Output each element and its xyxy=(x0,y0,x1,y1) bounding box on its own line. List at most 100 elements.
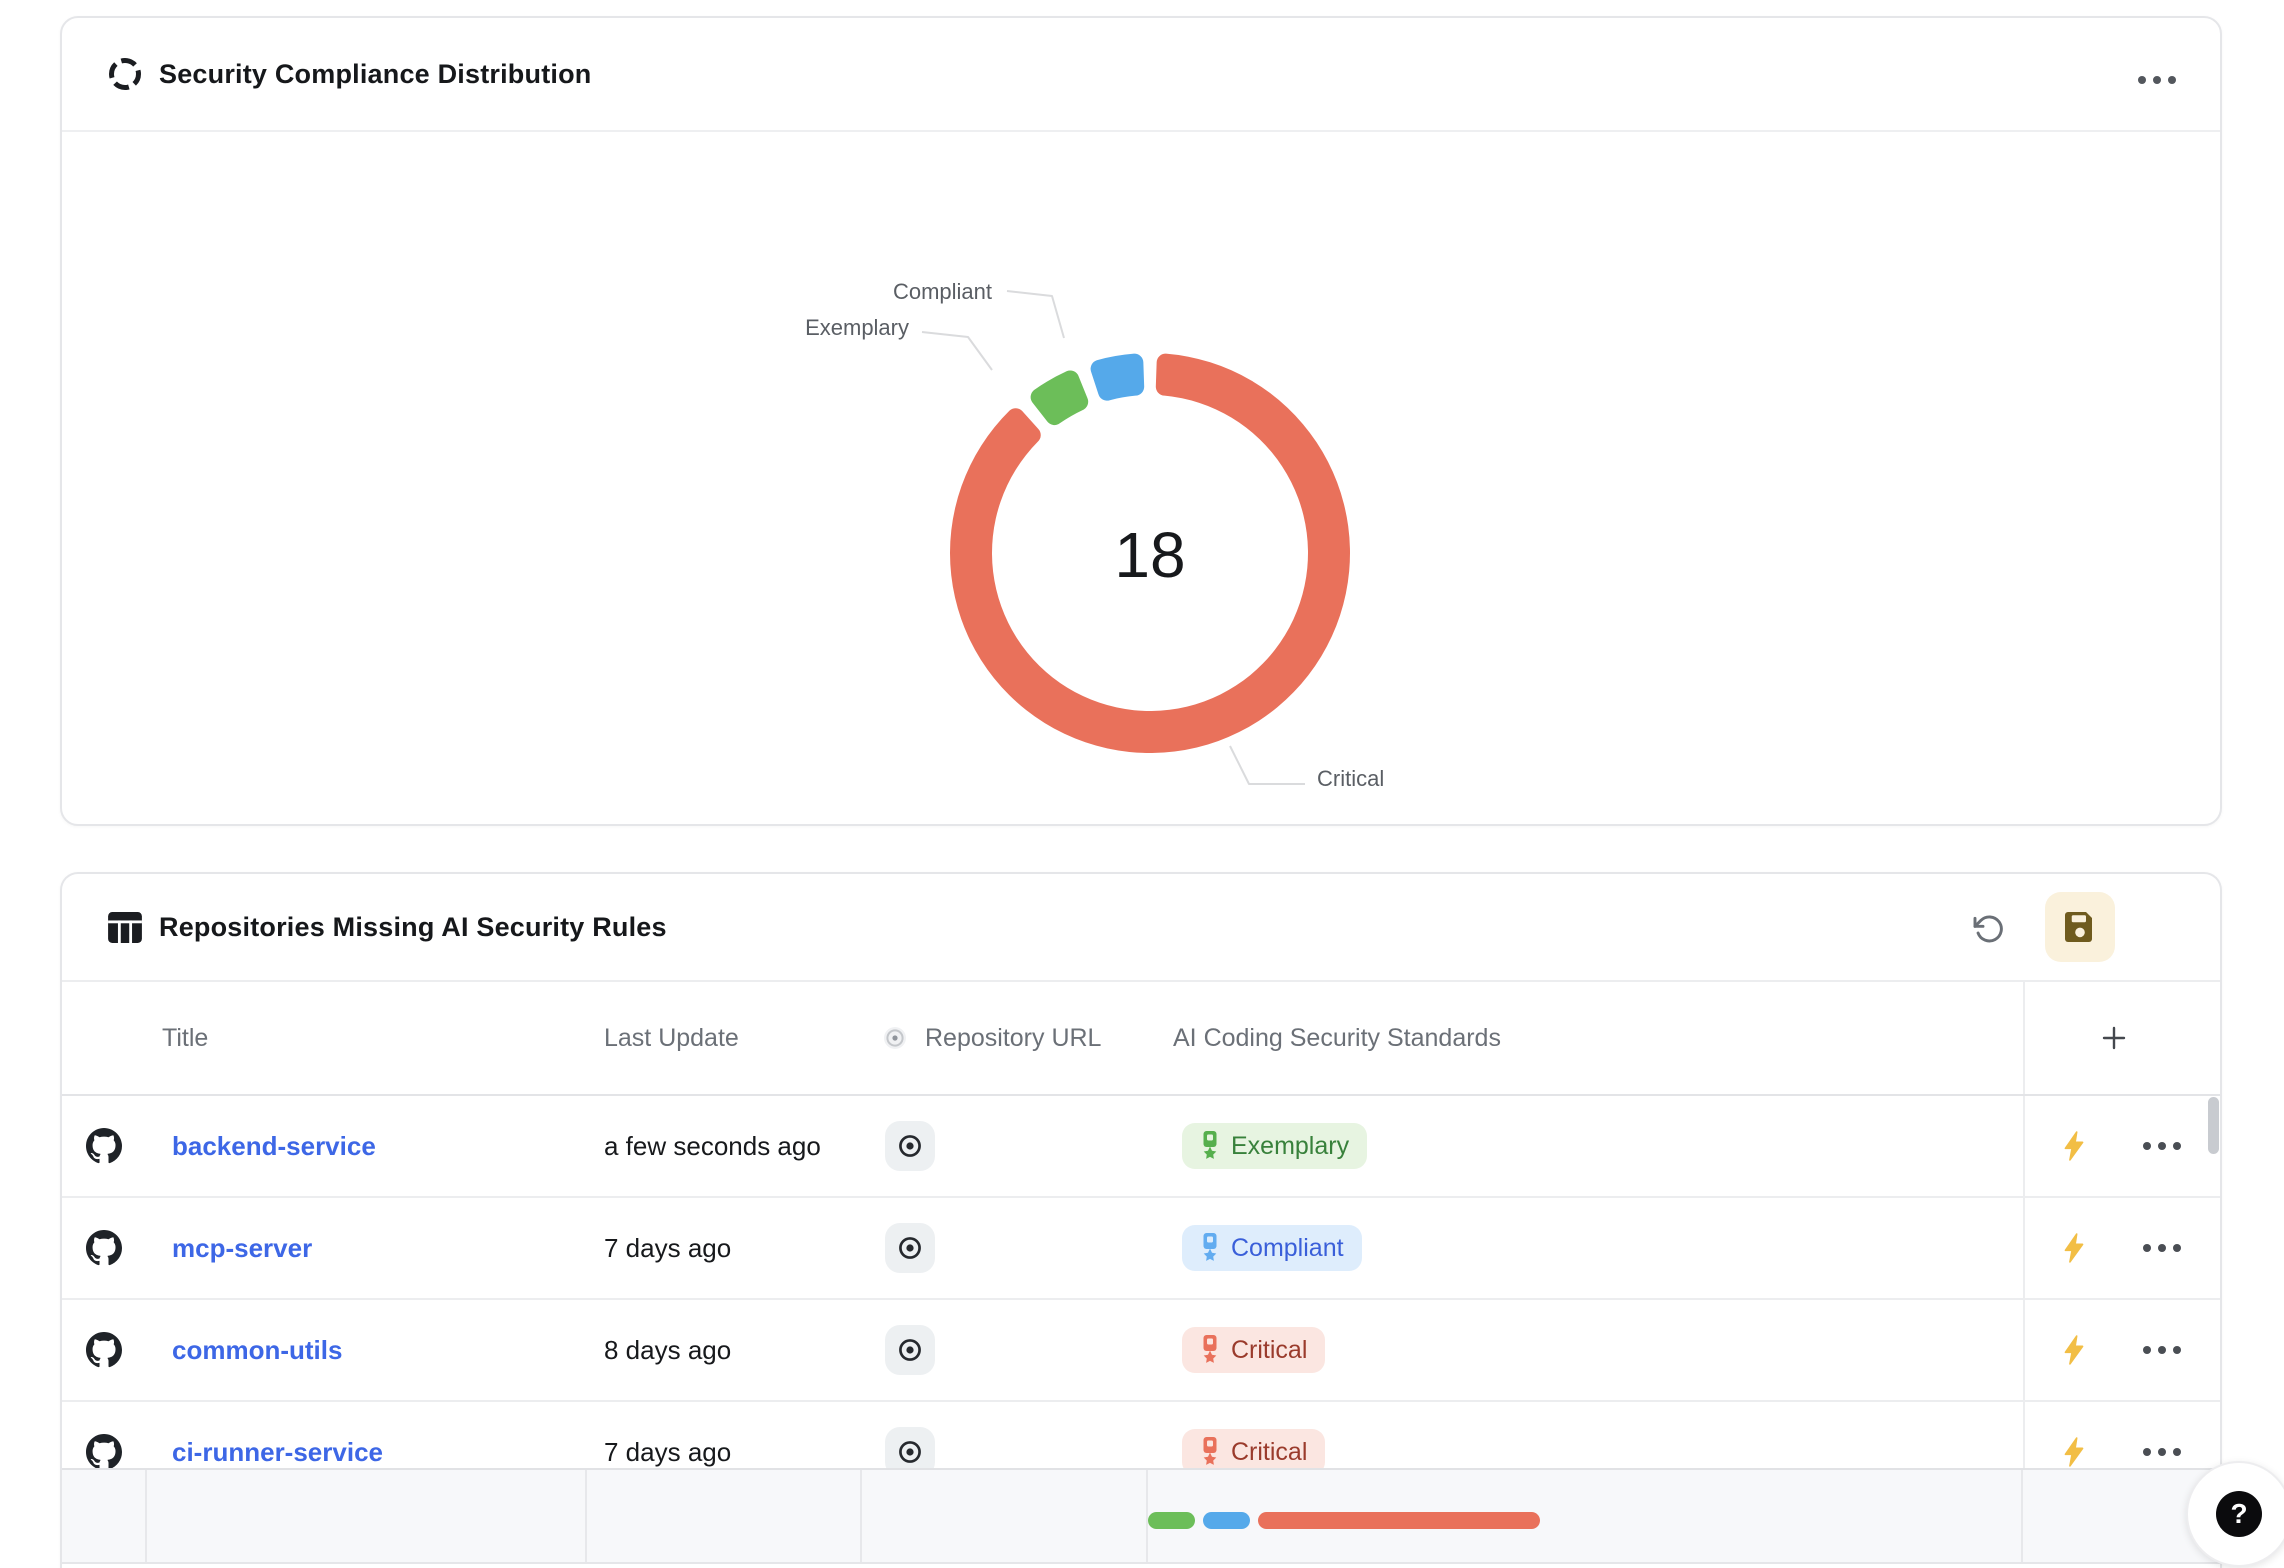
repositories-card-header: Repositories Missing AI Security Rules xyxy=(62,874,2220,982)
table-body: backend-service a few seconds ago Exempl… xyxy=(62,1096,2220,1472)
repositories-card: Repositories Missing AI Security Rules T… xyxy=(60,872,2222,1568)
row-repo-url-cell xyxy=(860,1121,1150,1171)
callout-critical: Critical xyxy=(1317,766,1385,791)
row-menu-button[interactable] xyxy=(2137,1238,2187,1258)
undo-button[interactable] xyxy=(1967,907,2011,951)
repo-link[interactable]: common-utils xyxy=(172,1334,343,1365)
row-actions-cell xyxy=(2023,1096,2220,1196)
lightning-action-button[interactable] xyxy=(2061,1131,2087,1161)
footer-divider xyxy=(585,1470,587,1562)
medal-icon xyxy=(1203,1233,1217,1261)
repo-link[interactable]: backend-service xyxy=(172,1130,376,1161)
table-row: ci-runner-service 7 days ago Critical xyxy=(62,1402,2220,1472)
row-standards-cell: Critical xyxy=(1150,1429,2023,1472)
dot-circle-icon xyxy=(899,1237,921,1259)
standard-badge[interactable]: Exemplary xyxy=(1182,1123,1368,1169)
last-update-text: a few seconds ago xyxy=(604,1130,821,1161)
row-source-cell xyxy=(62,1332,145,1368)
undo-icon xyxy=(1973,915,2003,943)
standard-badge[interactable]: Critical xyxy=(1182,1327,1326,1373)
lightning-icon xyxy=(2064,1131,2084,1161)
footer-divider xyxy=(145,1470,147,1562)
callout-lines xyxy=(921,290,1305,785)
question-mark-icon: ? xyxy=(2216,1491,2262,1537)
help-button[interactable]: ? xyxy=(2186,1461,2284,1567)
row-source-cell xyxy=(62,1128,145,1164)
footer-divider xyxy=(860,1470,862,1562)
callout-line-compliant xyxy=(1006,290,1065,339)
row-actions-cell xyxy=(2023,1300,2220,1400)
repo-link[interactable]: mcp-server xyxy=(172,1232,313,1263)
compliance-card: Security Compliance Distribution 18 Comp… xyxy=(60,16,2222,921)
standard-badge[interactable]: Critical xyxy=(1182,1429,1326,1472)
column-header-repo-url[interactable]: Repository URL xyxy=(860,982,1150,1094)
repository-url-button[interactable] xyxy=(885,1223,935,1273)
row-last-update-cell: 7 days ago xyxy=(585,1437,860,1468)
github-icon xyxy=(85,1128,122,1164)
repo-link[interactable]: ci-runner-service xyxy=(172,1436,383,1467)
table-scrollbar-thumb[interactable] xyxy=(2208,1097,2219,1154)
last-update-text: 7 days ago xyxy=(604,1232,732,1263)
footer-divider xyxy=(1146,1470,1148,1562)
standard-badge[interactable]: Compliant xyxy=(1182,1225,1362,1271)
callout-exemplary: Exemplary xyxy=(805,315,909,340)
card-more-options-button[interactable] xyxy=(2130,68,2184,92)
standard-badge-label: Critical xyxy=(1231,1335,1308,1364)
row-source-cell xyxy=(62,1434,145,1470)
row-last-update-cell: 7 days ago xyxy=(585,1233,860,1264)
donut-center-value: 18 xyxy=(1114,519,1186,591)
row-repo-url-cell xyxy=(860,1325,1150,1375)
row-menu-button[interactable] xyxy=(2137,1136,2187,1156)
repository-url-button[interactable] xyxy=(885,1325,935,1375)
column-header-standards[interactable]: AI Coding Security Standards xyxy=(1173,1023,1501,1052)
row-menu-button[interactable] xyxy=(2137,1442,2187,1462)
medal-icon xyxy=(1203,1335,1217,1363)
lightning-action-button[interactable] xyxy=(2061,1437,2087,1467)
standard-badge-label: Exemplary xyxy=(1231,1131,1350,1160)
donut-segment-exemplary[interactable] xyxy=(1030,370,1089,426)
dot-circle-icon xyxy=(899,1441,921,1463)
standard-badge-label: Critical xyxy=(1231,1437,1308,1466)
medal-icon xyxy=(1203,1131,1217,1159)
table-footer-row xyxy=(62,1468,2220,1564)
callout-line-critical xyxy=(1229,745,1305,785)
lightning-icon xyxy=(2064,1233,2084,1263)
donut-chart-icon xyxy=(109,58,141,90)
repository-url-button[interactable] xyxy=(885,1427,935,1472)
summary-bar-segment-exemplary xyxy=(1148,1512,1195,1529)
repository-url-button[interactable] xyxy=(885,1121,935,1171)
footer-divider xyxy=(2021,1470,2023,1562)
column-header-repo-url-label: Repository URL xyxy=(925,1023,1102,1052)
dot-circle-icon xyxy=(884,1027,906,1049)
donut-segment-compliant[interactable] xyxy=(1090,353,1145,401)
column-header-title[interactable]: Title xyxy=(162,1023,209,1052)
row-actions-cell xyxy=(2023,1198,2220,1298)
row-actions-cell xyxy=(2023,1402,2220,1472)
row-standards-cell: Compliant xyxy=(1150,1225,2023,1271)
row-title-cell: mcp-server xyxy=(145,1233,585,1264)
column-header-last-update[interactable]: Last Update xyxy=(604,1023,739,1052)
save-button[interactable] xyxy=(2045,892,2115,962)
table-header-row: Title Last Update Repository URL AI Codi… xyxy=(62,982,2220,1096)
lightning-icon xyxy=(2064,1437,2084,1467)
callout-compliant: Compliant xyxy=(892,279,992,304)
row-last-update-cell: a few seconds ago xyxy=(585,1131,860,1162)
repositories-card-title: Repositories Missing AI Security Rules xyxy=(159,911,667,942)
donut-chart: 18 Compliant Exemplary Critical Critical… xyxy=(62,132,2220,921)
row-repo-url-cell xyxy=(860,1223,1150,1273)
dot-circle-icon xyxy=(899,1339,921,1361)
github-icon xyxy=(85,1434,122,1470)
last-update-text: 8 days ago xyxy=(604,1334,732,1365)
row-title-cell: common-utils xyxy=(145,1335,585,1366)
plus-icon xyxy=(2102,1026,2126,1050)
add-column-button[interactable] xyxy=(2095,1019,2133,1057)
row-menu-button[interactable] xyxy=(2137,1340,2187,1360)
lightning-action-button[interactable] xyxy=(2061,1233,2087,1263)
lightning-action-button[interactable] xyxy=(2061,1335,2087,1365)
row-source-cell xyxy=(62,1230,145,1266)
row-last-update-cell: 8 days ago xyxy=(585,1335,860,1366)
column-header-actions xyxy=(2023,982,2220,1094)
save-icon xyxy=(2065,912,2092,942)
row-standards-cell: Exemplary xyxy=(1150,1123,2023,1169)
